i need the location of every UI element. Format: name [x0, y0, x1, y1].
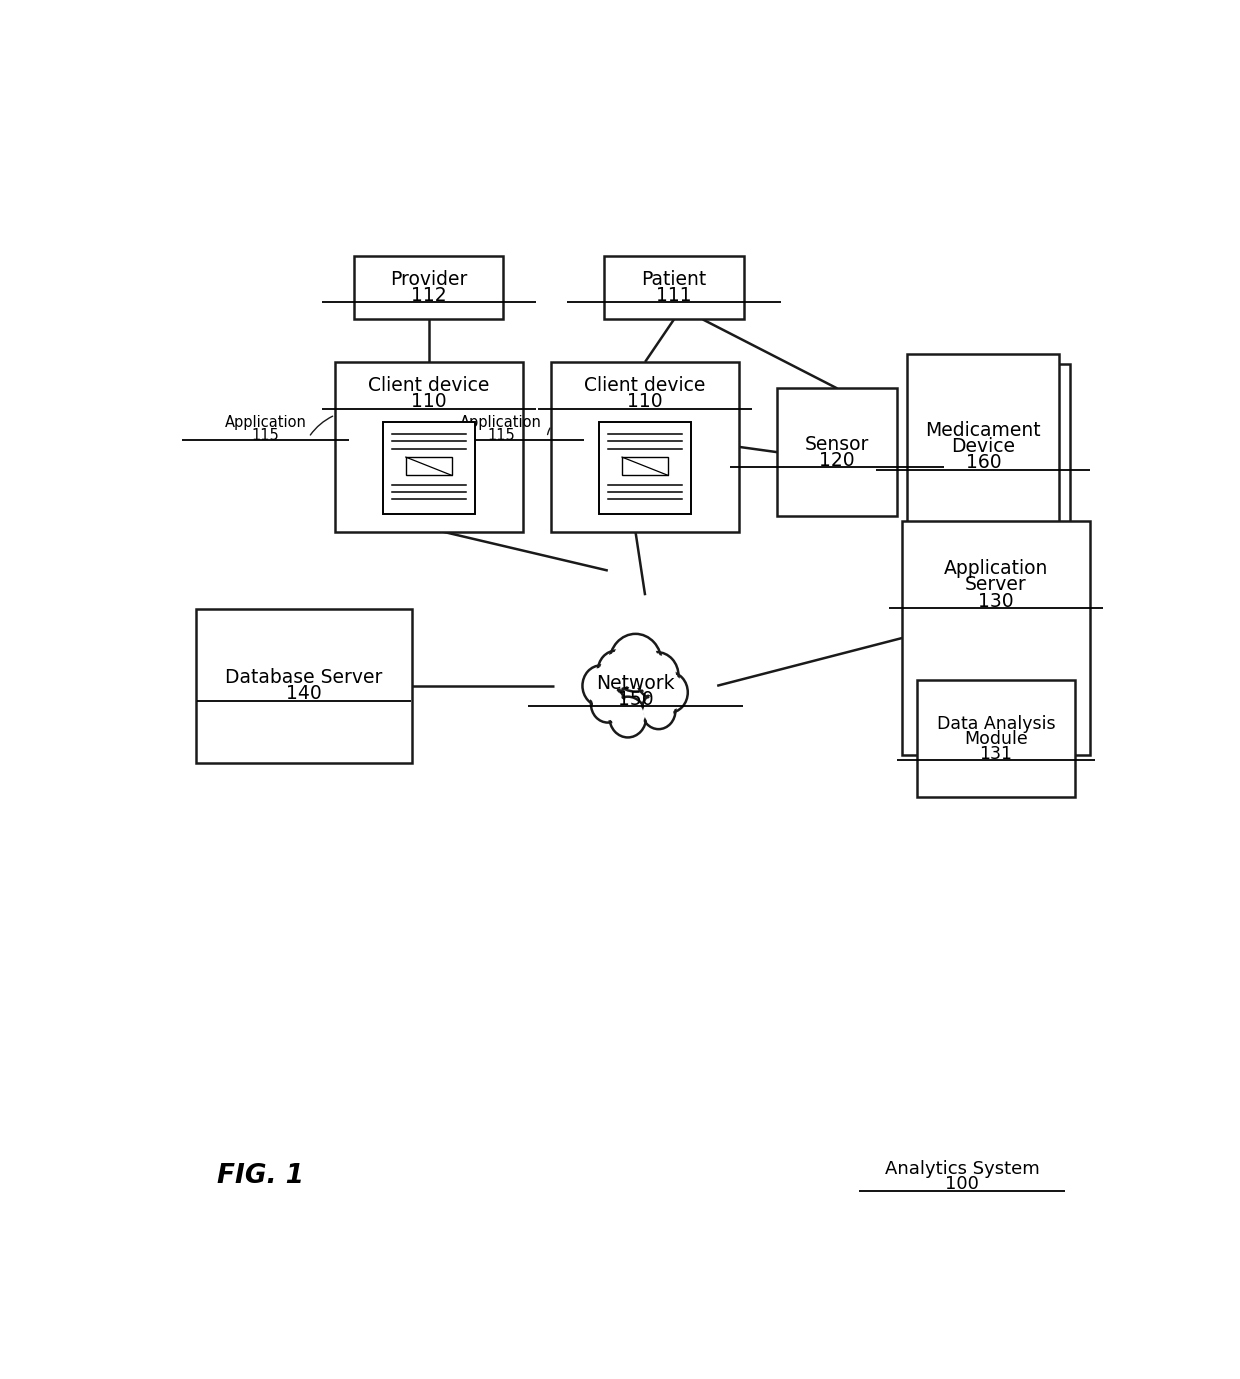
Bar: [599, 422, 692, 514]
Circle shape: [639, 655, 676, 696]
FancyBboxPatch shape: [196, 608, 412, 763]
Text: Provider: Provider: [391, 270, 467, 290]
Text: FIG. 1: FIG. 1: [217, 1164, 305, 1189]
FancyBboxPatch shape: [903, 521, 1090, 754]
Text: 112: 112: [412, 287, 446, 305]
Bar: [622, 456, 668, 476]
Text: 115: 115: [252, 427, 279, 443]
Circle shape: [609, 634, 662, 692]
FancyBboxPatch shape: [918, 364, 1070, 549]
Text: Module: Module: [963, 729, 1028, 747]
Text: Medicament: Medicament: [925, 421, 1042, 440]
FancyBboxPatch shape: [908, 354, 1059, 539]
FancyBboxPatch shape: [777, 389, 898, 516]
Text: 110: 110: [412, 393, 446, 411]
Text: 150: 150: [618, 690, 653, 709]
Text: Client device: Client device: [584, 376, 706, 396]
Circle shape: [609, 696, 646, 738]
Text: Server: Server: [965, 575, 1027, 594]
Text: Patient: Patient: [641, 270, 707, 290]
Text: Application: Application: [944, 560, 1048, 578]
Text: 120: 120: [820, 451, 856, 470]
Circle shape: [585, 667, 618, 703]
FancyBboxPatch shape: [916, 680, 1075, 797]
Text: 110: 110: [627, 393, 663, 411]
Circle shape: [653, 674, 686, 710]
Text: 115: 115: [487, 427, 515, 443]
Circle shape: [651, 672, 688, 713]
Circle shape: [600, 654, 632, 690]
Circle shape: [591, 685, 625, 723]
Text: Client device: Client device: [368, 376, 490, 396]
Circle shape: [593, 688, 622, 720]
Text: Device: Device: [951, 437, 1016, 456]
Text: 131: 131: [980, 745, 1012, 763]
Text: 100: 100: [945, 1175, 980, 1193]
Bar: [405, 456, 453, 476]
Text: Database Server: Database Server: [226, 669, 383, 687]
Text: 140: 140: [286, 684, 322, 703]
Circle shape: [583, 666, 619, 706]
Text: Data Analysis: Data Analysis: [936, 714, 1055, 734]
FancyBboxPatch shape: [335, 361, 522, 532]
Bar: [383, 422, 475, 514]
Text: Network: Network: [596, 673, 675, 692]
Circle shape: [635, 652, 678, 699]
FancyBboxPatch shape: [552, 361, 739, 532]
Text: Sensor: Sensor: [805, 434, 869, 454]
Text: 160: 160: [966, 454, 1001, 473]
Text: 130: 130: [978, 592, 1013, 611]
FancyBboxPatch shape: [355, 255, 503, 320]
Circle shape: [611, 699, 644, 735]
Circle shape: [598, 651, 635, 691]
Text: Application: Application: [224, 415, 306, 430]
Text: Analytics System: Analytics System: [885, 1160, 1039, 1178]
Circle shape: [613, 637, 658, 688]
Text: Application: Application: [460, 415, 542, 430]
Circle shape: [644, 694, 673, 727]
FancyBboxPatch shape: [604, 255, 744, 320]
Circle shape: [641, 692, 676, 729]
Text: 111: 111: [656, 287, 692, 305]
